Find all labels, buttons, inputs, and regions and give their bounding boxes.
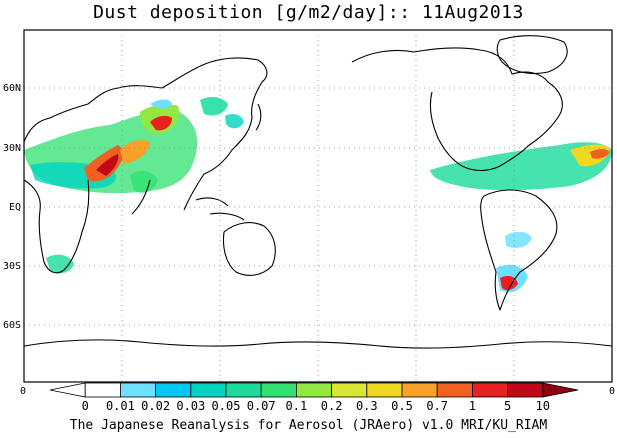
colorbar-label: 0.3 bbox=[356, 399, 378, 413]
colorbar-label: 0.2 bbox=[321, 399, 343, 413]
data-credit: The Japanese Reanalysis for Aerosol (JRA… bbox=[69, 418, 548, 433]
colorbar-swatch bbox=[401, 382, 438, 398]
map-title: Dust deposition [g/m2/day]:: 11Aug2013 bbox=[93, 2, 524, 23]
colorbar-label: 0.03 bbox=[176, 399, 205, 413]
colorbar-label: 0.7 bbox=[426, 399, 448, 413]
dust-region-caspian bbox=[150, 99, 172, 109]
colorbar-label: 1 bbox=[469, 399, 476, 413]
colorbar-label: 0.07 bbox=[247, 399, 276, 413]
colorbar-swatch bbox=[225, 382, 262, 398]
coast-north-america bbox=[351, 47, 563, 172]
colorbar-label: 10 bbox=[536, 399, 550, 413]
colorbar-swatch bbox=[471, 382, 508, 398]
dust-region-gulf-core bbox=[590, 149, 610, 159]
dust-shading bbox=[24, 96, 612, 293]
gridlines bbox=[24, 30, 612, 382]
colorbar-right-arrow bbox=[542, 382, 579, 398]
latitude-labels: 60N 30N EQ 30S 60S bbox=[3, 83, 21, 331]
coast-greenland bbox=[496, 35, 568, 75]
colorbar-label: 0.02 bbox=[141, 399, 170, 413]
lat-label-60n: 60N bbox=[3, 83, 21, 94]
colorbar-swatch bbox=[155, 382, 192, 398]
colorbar: 0 0.01 0.02 0.03 0.05 0.07 0.1 0.2 0.3 0.5 0.7 1 5 10 bbox=[49, 382, 579, 413]
lat-label-30s: 30S bbox=[3, 261, 21, 272]
dust-region-arabia-core bbox=[96, 154, 119, 176]
colorbar-label: 0 bbox=[82, 399, 89, 413]
colorbar-label: 0.01 bbox=[106, 399, 135, 413]
coast-south-america bbox=[480, 189, 558, 311]
coast-africa-europe bbox=[23, 57, 268, 274]
dust-region-arabia-mid bbox=[120, 140, 150, 164]
colorbar-swatch bbox=[260, 382, 297, 398]
coast-australia bbox=[222, 222, 276, 276]
colorbar-label: 0.1 bbox=[286, 399, 308, 413]
dust-region-south-atlantic bbox=[505, 231, 532, 248]
lat-label-60s: 60S bbox=[3, 320, 21, 331]
colorbar-swatch bbox=[331, 382, 368, 398]
coast-antarctica bbox=[23, 339, 613, 349]
coast-japan bbox=[255, 103, 262, 131]
dust-region-india bbox=[130, 170, 158, 193]
colorbar-label: 0.5 bbox=[391, 399, 413, 413]
colorbar-label: 0.05 bbox=[212, 399, 241, 413]
coastlines bbox=[23, 35, 613, 349]
colorbar-swatch bbox=[366, 382, 403, 398]
colorbar-swatch bbox=[436, 382, 473, 398]
corner-label-right: 0 bbox=[609, 386, 615, 397]
dust-region-southern-africa bbox=[46, 254, 74, 274]
map-frame bbox=[23, 29, 613, 383]
coast-indonesia bbox=[195, 197, 245, 221]
colorbar-label: 5 bbox=[504, 399, 511, 413]
dust-region-argentina bbox=[500, 276, 518, 291]
corner-label-left: 0 bbox=[20, 386, 26, 397]
lat-label-eq: EQ bbox=[9, 202, 21, 213]
dust-region-mongolia bbox=[200, 96, 228, 116]
lat-label-30n: 30N bbox=[3, 143, 21, 154]
colorbar-swatch bbox=[120, 382, 157, 398]
colorbar-swatch bbox=[190, 382, 227, 398]
colorbar-swatch bbox=[507, 382, 544, 398]
dust-region-china-east bbox=[225, 114, 244, 129]
colorbar-left-arrow bbox=[49, 382, 86, 398]
dust-region-atlantic bbox=[430, 142, 612, 191]
colorbar-swatch bbox=[84, 382, 121, 398]
colorbar-swatch bbox=[295, 382, 332, 398]
dust-region-taklamakan bbox=[150, 115, 172, 131]
